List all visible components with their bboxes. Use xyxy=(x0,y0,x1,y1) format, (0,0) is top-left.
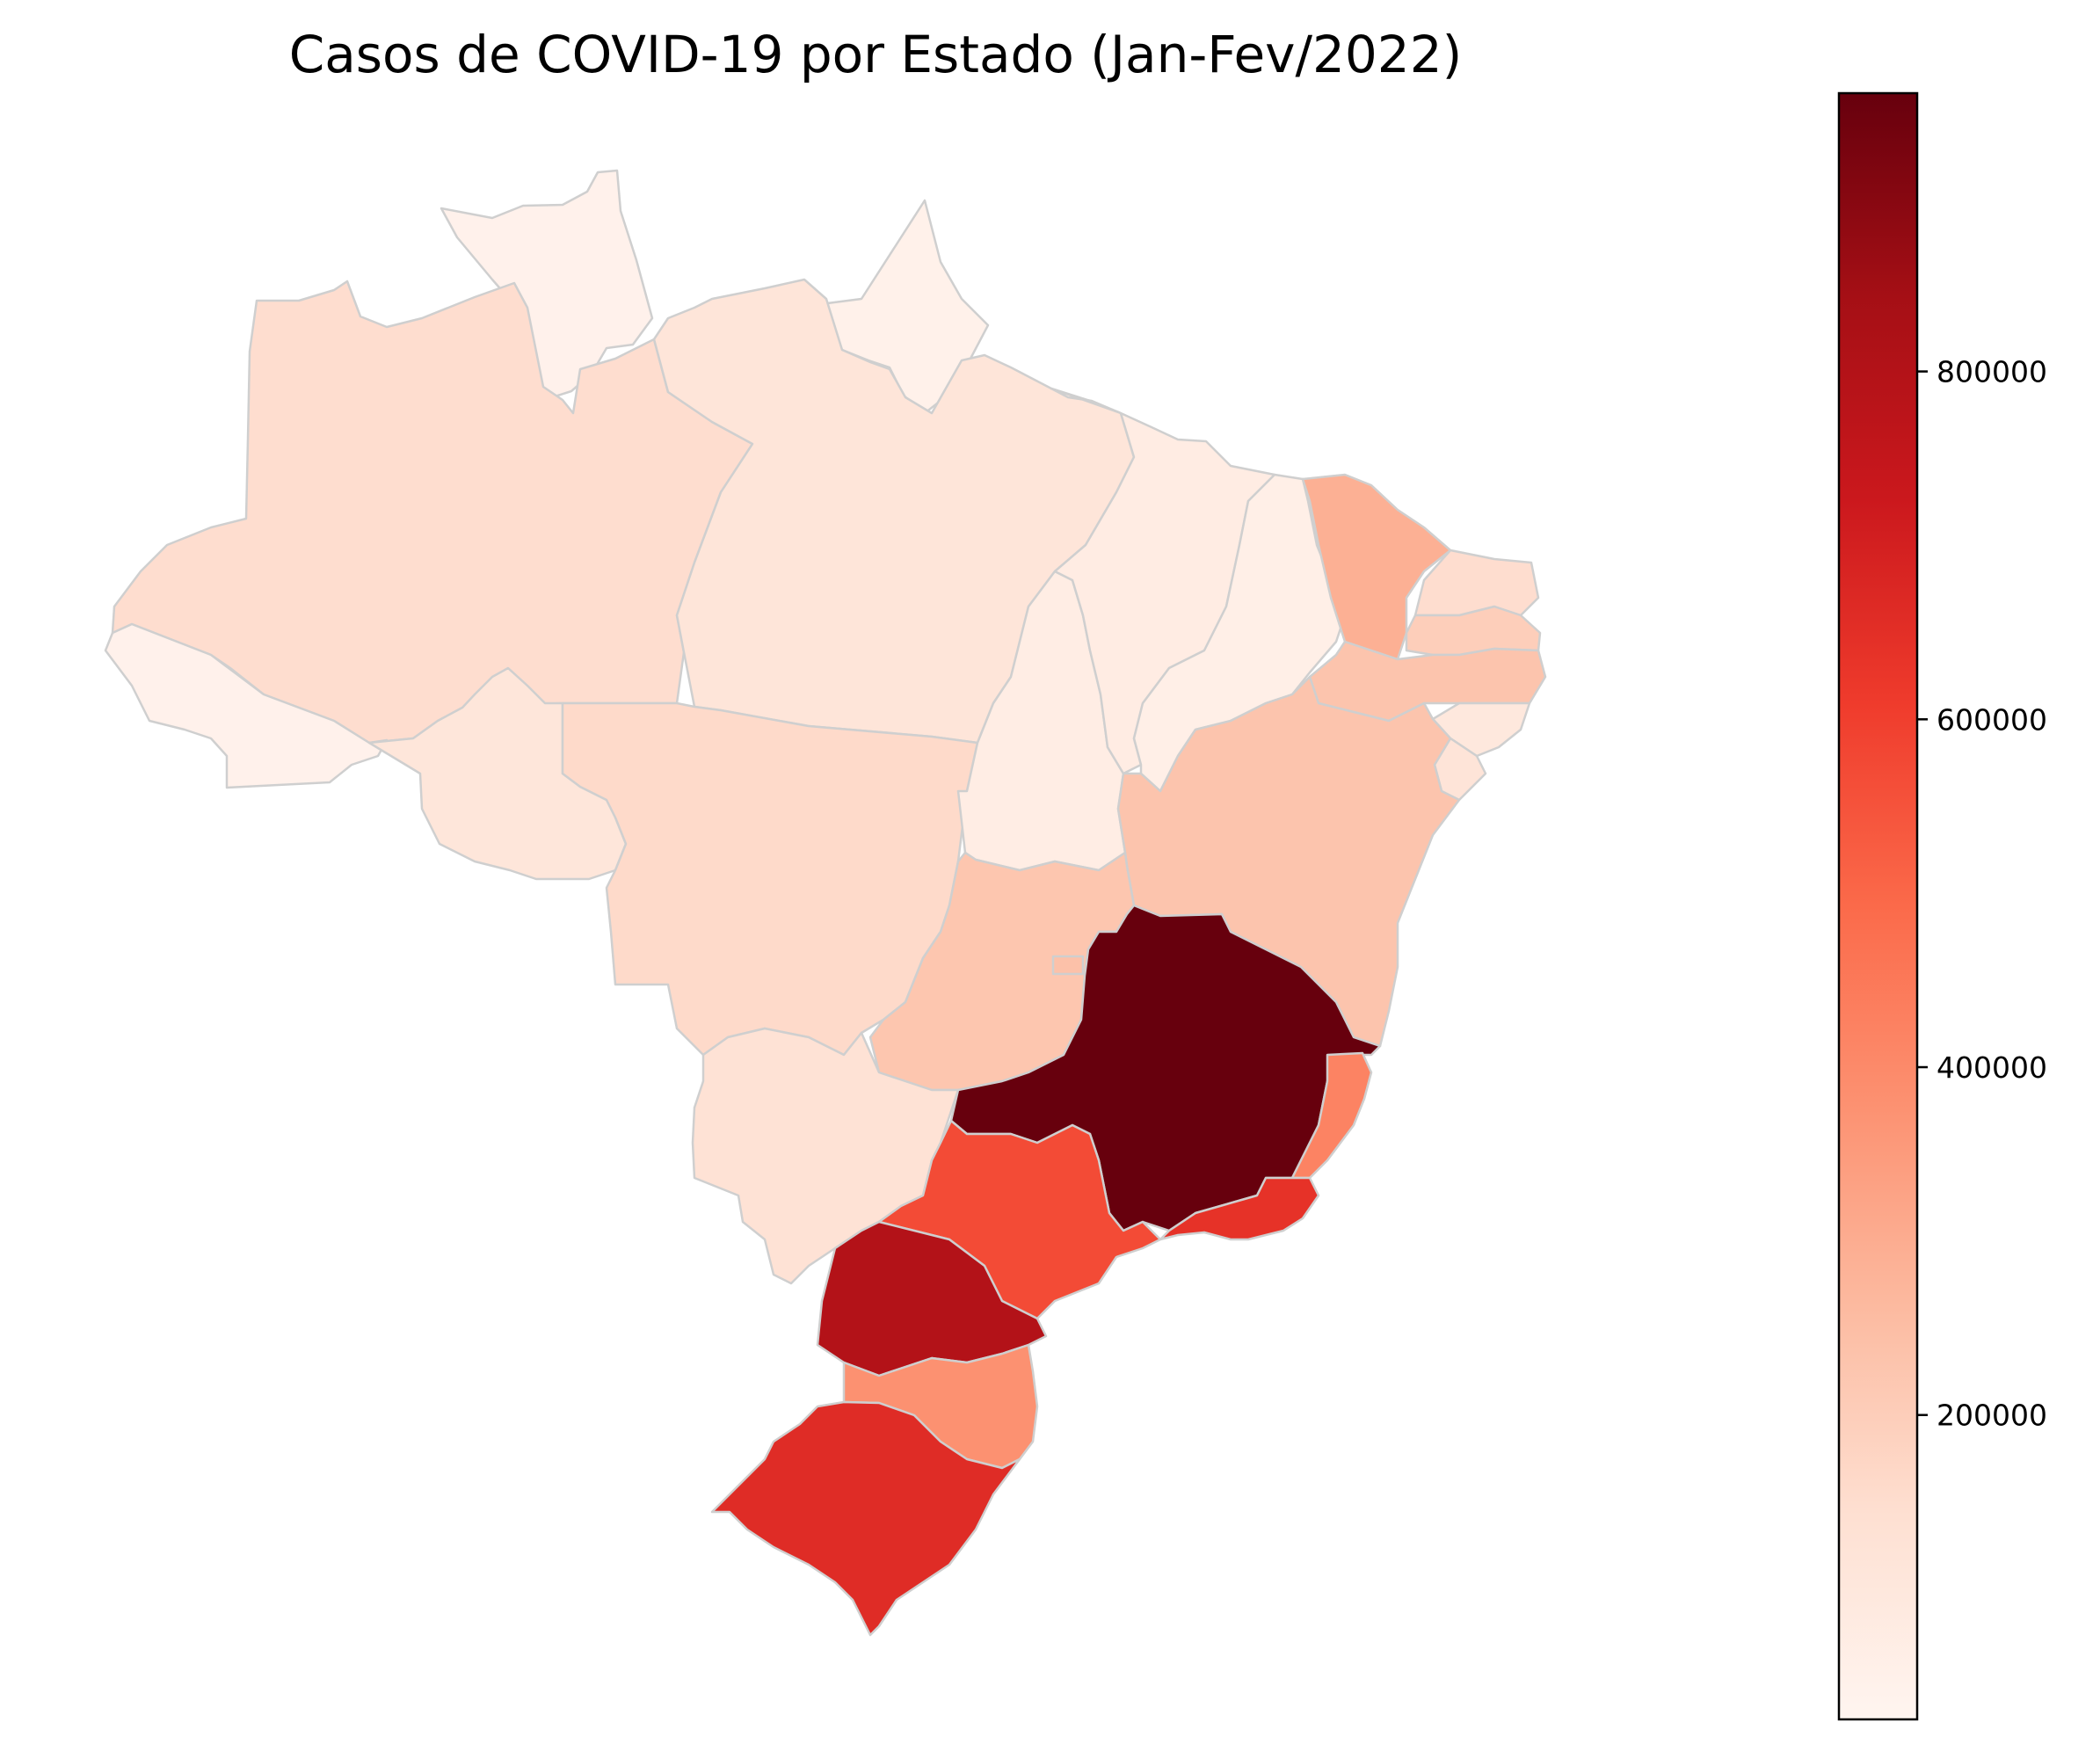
state-BA xyxy=(1116,675,1461,1048)
state-RS xyxy=(710,1400,1021,1637)
state-CE xyxy=(1301,473,1452,661)
colorbar: 200000 400000 600000 800000 xyxy=(1837,91,2047,1721)
colorbar-tick-label: 200000 xyxy=(1937,1399,2047,1433)
colorbar-tick-label: 600000 xyxy=(1937,702,2047,737)
state-AC xyxy=(104,622,389,789)
state-RJ xyxy=(1159,1176,1320,1241)
state-ES xyxy=(1290,1051,1373,1180)
brazil-map xyxy=(104,169,1547,1637)
state-SP xyxy=(877,1119,1162,1320)
colorbar-tick-label: 400000 xyxy=(1937,1050,2047,1085)
colorbar-gradient xyxy=(1837,91,1919,1721)
colorbar-ticks: 200000 400000 600000 800000 xyxy=(1917,355,2047,1433)
state-DF xyxy=(1051,955,1085,976)
map-title: Casos de COVID-19 por Estado (Jan-Fev/20… xyxy=(289,25,1462,84)
colorbar-tick-label: 800000 xyxy=(1937,355,2047,389)
